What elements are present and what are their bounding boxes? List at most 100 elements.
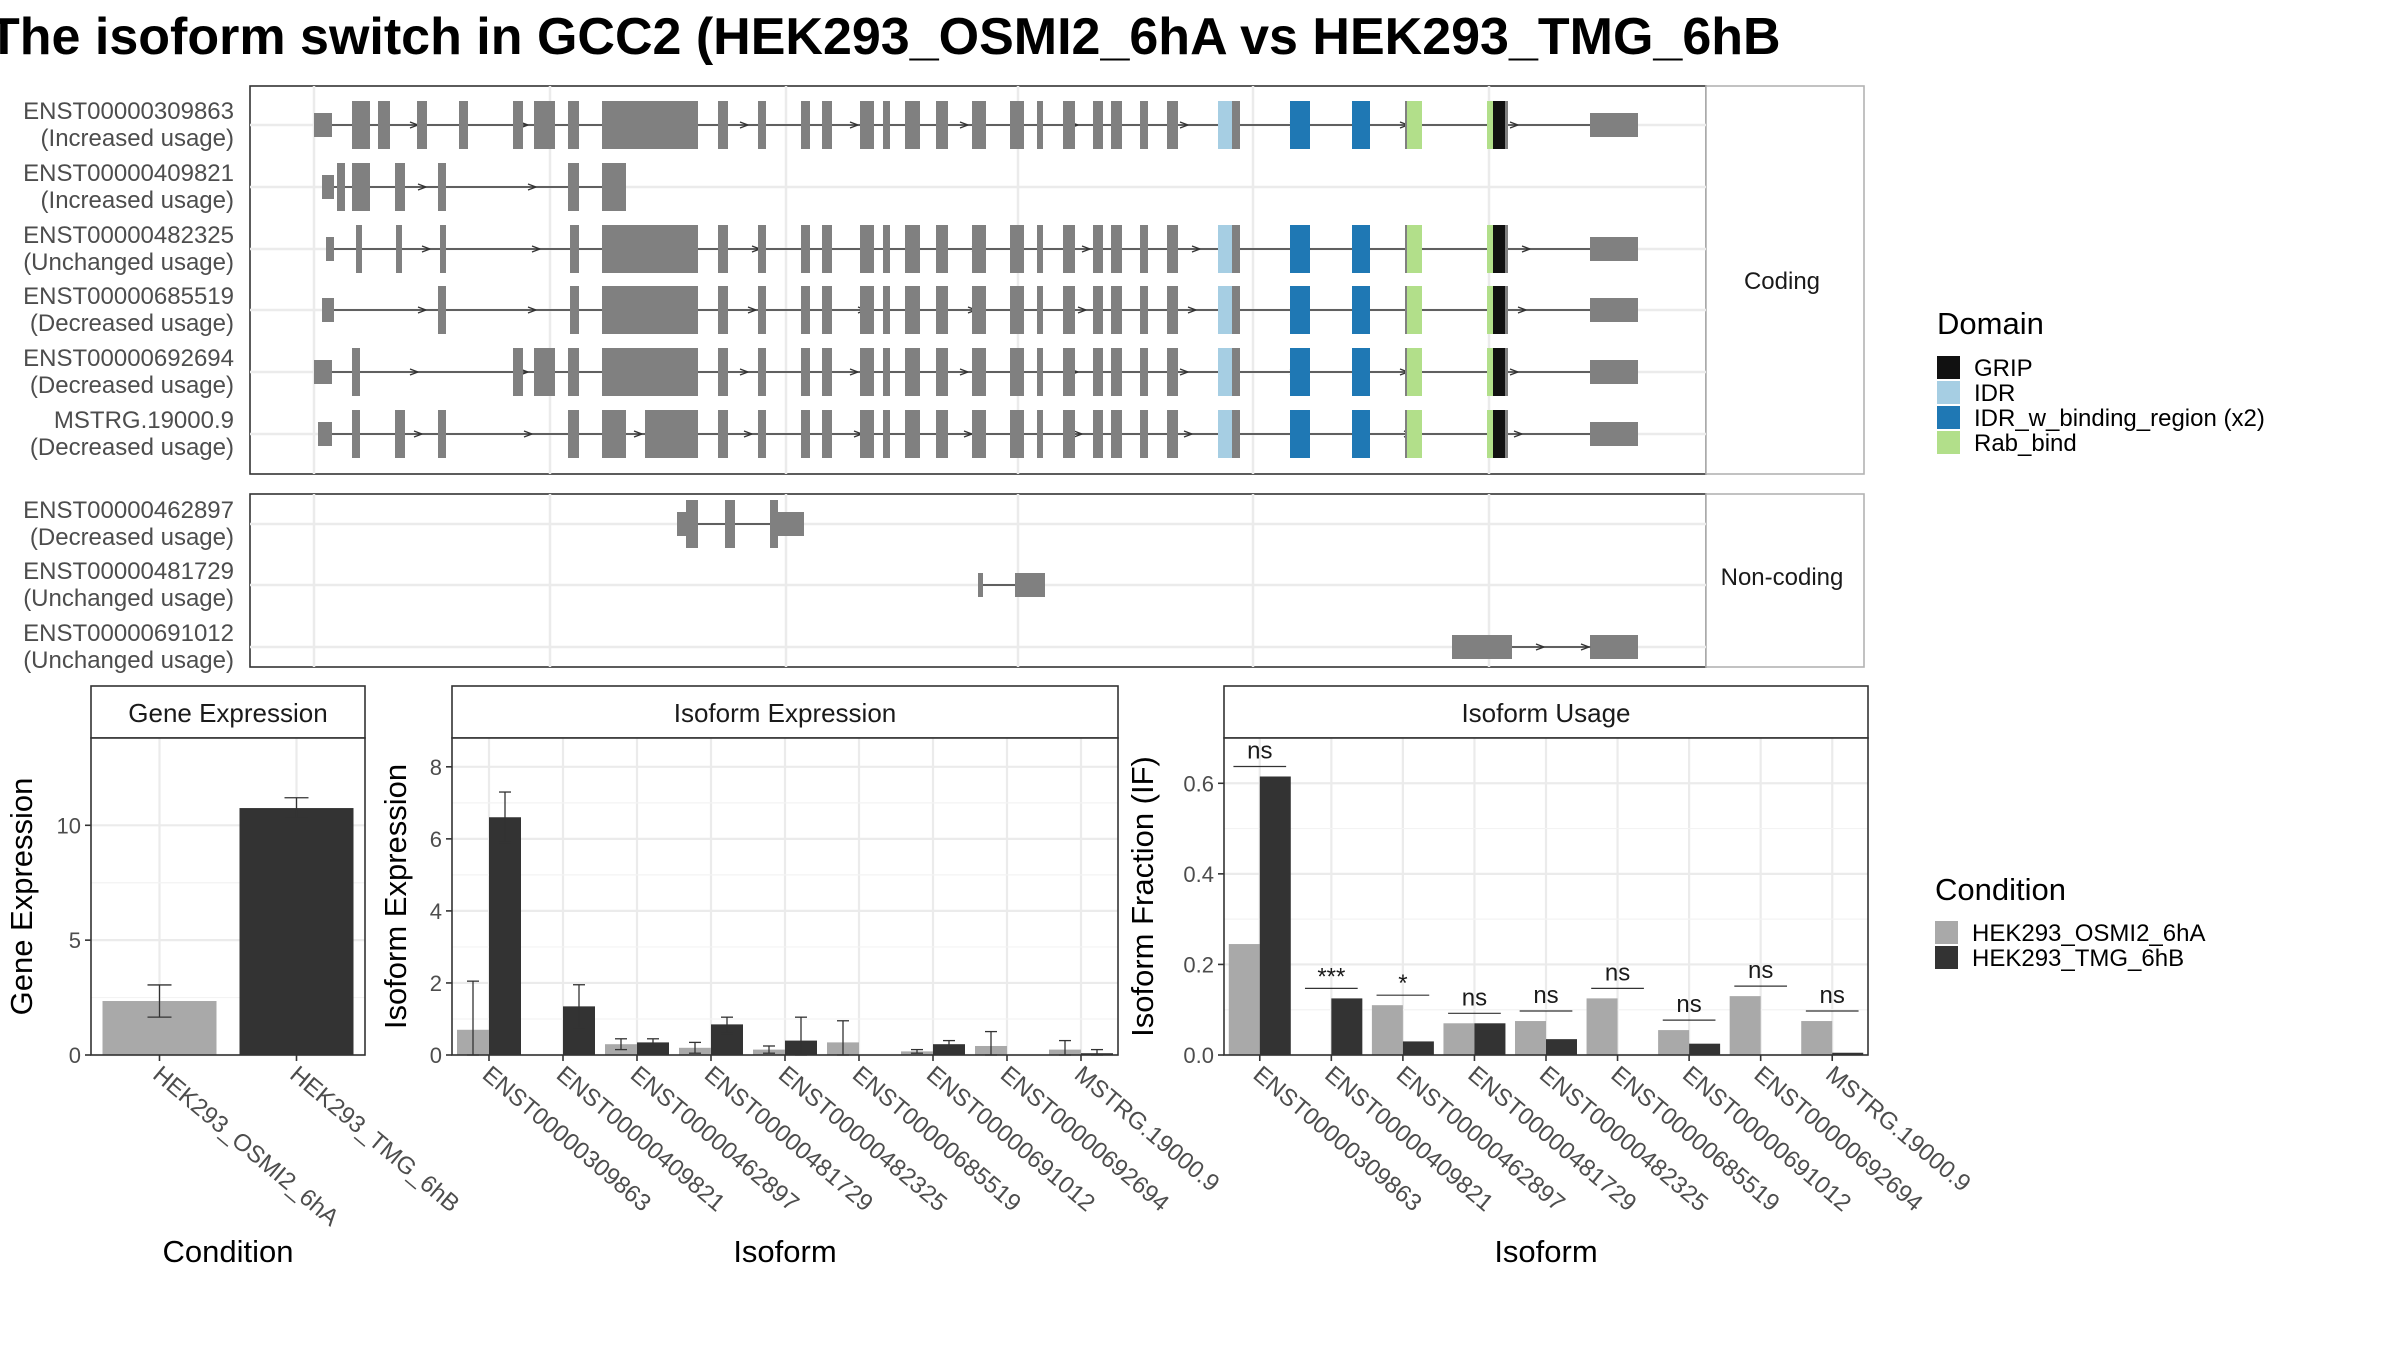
noncoding-structure-panel: ENST00000462897(Decreased usage) ENST0000…: [23, 493, 1865, 674]
protein-domain: [1290, 101, 1310, 149]
y-axis-title: Gene Expression: [4, 778, 39, 1016]
exon: [1111, 410, 1122, 458]
bar: [637, 1042, 669, 1055]
exon: [1140, 286, 1148, 334]
bar: [1586, 998, 1618, 1055]
transcript-structure-ENST00000481729: [978, 573, 1045, 597]
y-tick-label: 0: [430, 1043, 442, 1068]
exon: [883, 286, 890, 334]
facet-strip: [1705, 85, 1865, 475]
exon: [883, 410, 890, 458]
bar: [1801, 1021, 1833, 1055]
significance-label: ***: [1317, 963, 1345, 990]
exon: [337, 163, 345, 211]
exon: [936, 348, 948, 396]
exon: [570, 225, 579, 273]
exon: [822, 286, 832, 334]
intron-arrow: [743, 430, 754, 438]
bar: [1259, 776, 1291, 1055]
protein-domain: [1493, 348, 1505, 396]
protein-domain: [1290, 225, 1310, 273]
exon: [718, 101, 728, 149]
protein-domain: [1352, 348, 1370, 396]
exon: [1167, 348, 1178, 396]
exon: [1590, 298, 1638, 322]
exon: [395, 410, 405, 458]
exon: [1167, 286, 1178, 334]
legend-label: HEK293_OSMI2_6hA: [1972, 920, 2205, 947]
y-tick-label: 4: [430, 899, 442, 924]
exon: [602, 410, 626, 458]
exon: [718, 225, 728, 273]
bar: [1546, 1039, 1577, 1055]
exon: [801, 225, 810, 273]
exon: [801, 286, 810, 334]
transcript-id-label: ENST00000692694: [23, 345, 234, 372]
intron-arrow: [417, 306, 428, 314]
coding-structure-panel: ENST00000309863(Increased usage)ENST0000…: [23, 85, 1865, 475]
transcript-id-label: ENST00000481729: [23, 558, 234, 585]
protein-domain: [1487, 225, 1493, 273]
exon: [718, 348, 728, 396]
bar: [1443, 1023, 1475, 1055]
y-axis-title: Isoform Fraction (IF): [1125, 756, 1160, 1037]
x-axis-title: Isoform: [733, 1234, 836, 1269]
exon: [860, 348, 874, 396]
legend-key: [1937, 356, 1960, 379]
exon: [318, 422, 332, 446]
exon: [822, 101, 832, 149]
exon: [758, 225, 766, 273]
exon: [1140, 101, 1148, 149]
exon: [883, 101, 890, 149]
chart-title: Isoform Usage: [1461, 698, 1630, 728]
exon: [1063, 225, 1075, 273]
legend-label: IDR: [1974, 380, 2015, 407]
intron-arrow: [523, 430, 534, 438]
exon: [602, 163, 626, 211]
protein-domain: [1218, 410, 1232, 458]
exon: [1111, 225, 1122, 273]
exon: [972, 101, 986, 149]
transcript-usage-label: (Unchanged usage): [23, 249, 234, 276]
protein-domain: [1290, 348, 1310, 396]
transcript-id-label: MSTRG.19000.9: [54, 407, 234, 434]
protein-domain: [1487, 101, 1493, 149]
significance-label: ns: [1820, 982, 1845, 1009]
exon: [1590, 113, 1638, 137]
intron-arrow: [421, 245, 432, 253]
transcript-structure-ENST00000685519: [322, 286, 1638, 334]
transcript-id-label: ENST00000409821: [23, 160, 234, 187]
exon: [322, 175, 334, 199]
intron-arrow: [1077, 306, 1088, 314]
protein-domain: [1352, 225, 1370, 273]
exon: [314, 113, 332, 137]
bar: [1474, 1023, 1506, 1055]
exon: [326, 237, 334, 261]
exon: [1140, 410, 1148, 458]
intron-arrow: [633, 430, 644, 438]
exon: [1590, 237, 1638, 261]
bar: [1331, 998, 1363, 1055]
exon: [972, 410, 986, 458]
legend-key: [1935, 946, 1958, 969]
intron-arrow: [1517, 306, 1528, 314]
legend-key: [1937, 406, 1960, 429]
exon: [1063, 410, 1075, 458]
exon: [378, 101, 390, 149]
bar: [1371, 1005, 1403, 1055]
legend-title: Domain: [1937, 306, 2044, 341]
protein-domain: [1407, 101, 1422, 149]
protein-domain: [1407, 225, 1422, 273]
panel-background: [249, 85, 1707, 475]
transcript-usage-label: (Decreased usage): [30, 372, 234, 399]
facet-strip: [451, 685, 1119, 739]
protein-domain: [1407, 348, 1422, 396]
transcript-usage-label: (Increased usage): [41, 125, 234, 152]
protein-domain: [1407, 410, 1422, 458]
exon: [1590, 360, 1638, 384]
y-tick-label: 2: [430, 971, 442, 996]
figure-title: The isoform switch in GCC2 (HEK293_OSMI2…: [0, 8, 1781, 66]
exon: [822, 348, 832, 396]
exon: [1063, 286, 1075, 334]
transcript-structure-ENST00000409821: [322, 163, 626, 211]
